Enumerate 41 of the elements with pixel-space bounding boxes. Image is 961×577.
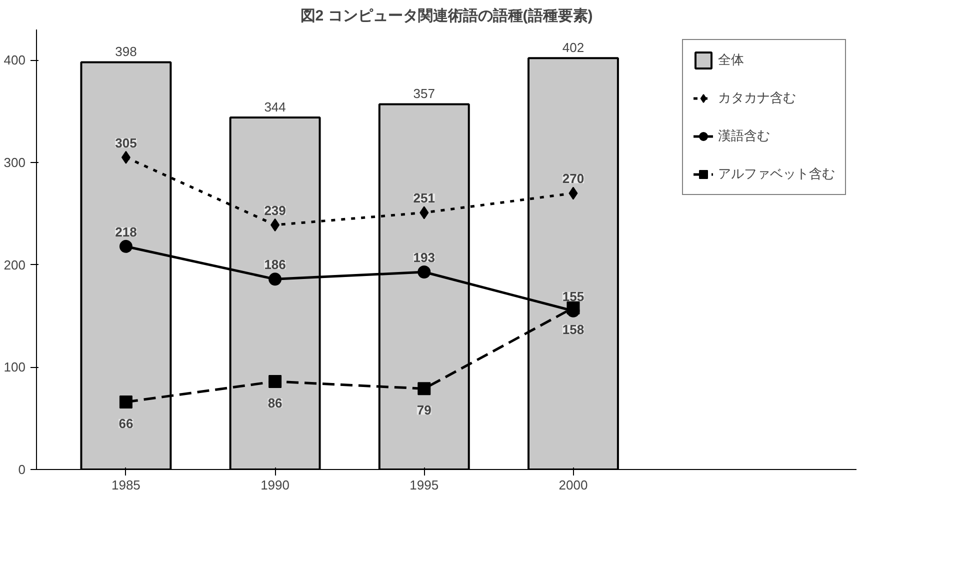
data-label: 239 [264, 202, 286, 218]
y-tick-label: 200 [4, 257, 26, 272]
legend-label: アルファベット含む [718, 165, 835, 183]
data-label: 66 [118, 416, 134, 431]
point [418, 266, 431, 278]
data-label: 86 [268, 396, 282, 410]
y-tick-label: 400 [4, 52, 26, 68]
legend-label: 全体 [718, 51, 744, 69]
point [566, 301, 580, 314]
point [268, 272, 282, 286]
point [268, 375, 282, 388]
point [121, 150, 130, 164]
data-label: 251 [413, 190, 435, 206]
data-label: 402 [562, 40, 584, 56]
data-label: 344 [264, 100, 286, 114]
data-label: 218 [115, 224, 137, 240]
point [420, 206, 429, 220]
x-tick-label: 2000 [558, 478, 588, 492]
data-label: 398 [115, 44, 137, 60]
y-tick-label: 0 [18, 462, 26, 477]
data-label: 79 [416, 402, 432, 418]
y-tick-label: 100 [4, 360, 26, 375]
point [270, 218, 280, 232]
x-tick-label: 1990 [260, 478, 290, 492]
chart-title: 図2 コンピュータ関連術語の語種(語種要素) [300, 8, 593, 24]
legend-label: 漢語含む [718, 127, 770, 145]
y-tick-label: 300 [4, 155, 26, 170]
data-label: 158 [562, 322, 584, 337]
data-label: 357 [413, 86, 435, 102]
data-label: 155 [562, 288, 584, 304]
point [119, 240, 132, 253]
point [568, 186, 578, 200]
point [119, 395, 132, 408]
data-label: 305 [115, 135, 137, 150]
point [418, 382, 431, 396]
x-tick-label: 1985 [111, 478, 140, 492]
x-tick-label: 1995 [410, 478, 439, 492]
data-label: 270 [562, 171, 584, 186]
legend-label: カタカナ含む [718, 89, 796, 107]
data-label: 193 [413, 250, 435, 266]
data-label: 186 [264, 257, 286, 272]
